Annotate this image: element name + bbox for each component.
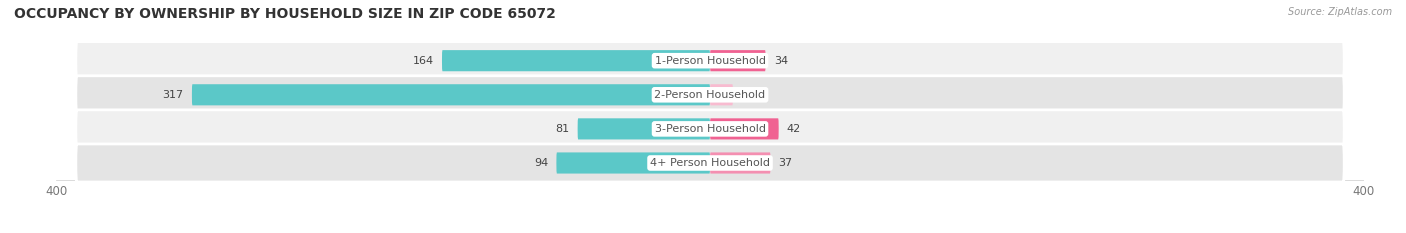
- Legend: Owner-occupied, Renter-occupied: Owner-occupied, Renter-occupied: [593, 230, 827, 233]
- Text: 317: 317: [163, 90, 184, 100]
- Text: 14: 14: [741, 90, 755, 100]
- FancyBboxPatch shape: [557, 152, 710, 174]
- Text: 164: 164: [413, 56, 434, 66]
- Text: 94: 94: [534, 158, 548, 168]
- Text: 81: 81: [555, 124, 569, 134]
- Text: 1-Person Household: 1-Person Household: [655, 56, 765, 66]
- FancyBboxPatch shape: [710, 84, 733, 105]
- Text: Source: ZipAtlas.com: Source: ZipAtlas.com: [1288, 7, 1392, 17]
- Text: 4+ Person Household: 4+ Person Household: [650, 158, 770, 168]
- FancyBboxPatch shape: [710, 118, 779, 140]
- FancyBboxPatch shape: [76, 110, 1344, 148]
- FancyBboxPatch shape: [441, 50, 710, 71]
- Text: 37: 37: [779, 158, 793, 168]
- FancyBboxPatch shape: [578, 118, 710, 140]
- Text: OCCUPANCY BY OWNERSHIP BY HOUSEHOLD SIZE IN ZIP CODE 65072: OCCUPANCY BY OWNERSHIP BY HOUSEHOLD SIZE…: [14, 7, 555, 21]
- Text: 42: 42: [787, 124, 801, 134]
- FancyBboxPatch shape: [76, 76, 1344, 114]
- Text: 34: 34: [773, 56, 787, 66]
- FancyBboxPatch shape: [76, 42, 1344, 80]
- Text: 3-Person Household: 3-Person Household: [655, 124, 765, 134]
- Text: 2-Person Household: 2-Person Household: [654, 90, 766, 100]
- FancyBboxPatch shape: [710, 152, 770, 174]
- FancyBboxPatch shape: [710, 50, 766, 71]
- FancyBboxPatch shape: [191, 84, 710, 105]
- FancyBboxPatch shape: [76, 144, 1344, 182]
